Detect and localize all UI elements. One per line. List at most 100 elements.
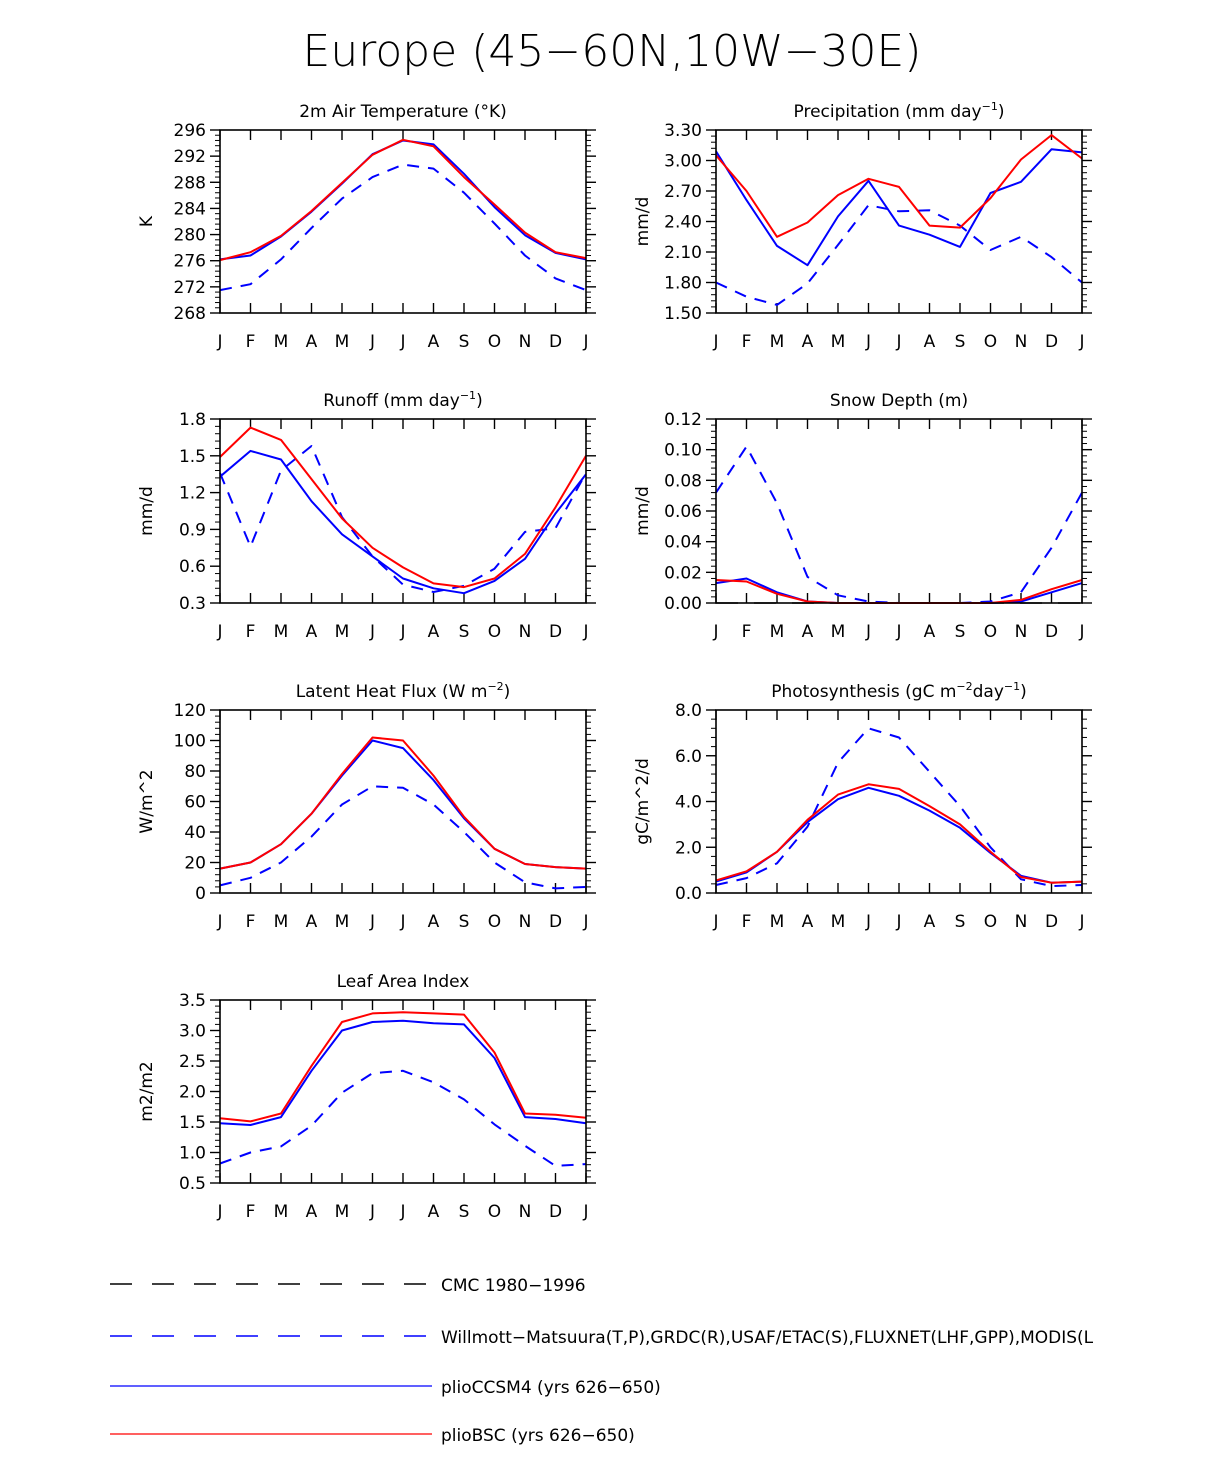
- y-axis-label: m2/m2: [137, 1061, 157, 1121]
- panel-title: Leaf Area Index: [337, 972, 470, 992]
- x-tick-label: J: [216, 912, 222, 932]
- x-tick-label: A: [802, 332, 814, 352]
- x-tick-label: M: [335, 622, 350, 642]
- series-line-plioBSC: [715, 783, 1083, 884]
- plot-frame: [715, 709, 1083, 894]
- y-tick-label: 120: [174, 701, 206, 721]
- series-line-plioBSC: [219, 736, 587, 870]
- legend-label: plioBSC (yrs 626−650): [441, 1426, 635, 1446]
- series-line-plioCCSM4: [715, 786, 1083, 884]
- x-tick-label: J: [1078, 912, 1084, 932]
- y-tick-label: 0.02: [664, 563, 702, 583]
- x-tick-label: J: [712, 622, 718, 642]
- x-tick-label: M: [770, 912, 785, 932]
- y-tick-label: 60: [184, 793, 206, 813]
- y-tick-label: 0.08: [664, 471, 702, 491]
- x-tick-label: D: [549, 332, 562, 352]
- x-tick-label: S: [459, 1202, 470, 1222]
- y-tick-label: 276: [174, 252, 206, 272]
- y-tick-label: 100: [174, 732, 206, 752]
- x-tick-label: N: [519, 912, 532, 932]
- x-tick-label: J: [582, 912, 588, 932]
- x-tick-label: N: [1015, 912, 1028, 932]
- x-tick-label: N: [1015, 622, 1028, 642]
- y-tick-label: 3.30: [664, 121, 702, 141]
- x-tick-label: J: [895, 622, 901, 642]
- x-tick-label: J: [712, 912, 718, 932]
- chart-panel-5: Latent Heat Flux (W m−2​) W/m^2 0 20 40 60 80 1…: [137, 680, 596, 932]
- series-line-plioCCSM4: [219, 739, 587, 870]
- plot-frame: [219, 418, 587, 604]
- x-tick-label: A: [924, 332, 936, 352]
- series-line-obs: [219, 1069, 587, 1167]
- x-tick-label: M: [831, 912, 846, 932]
- x-tick-label: F: [246, 332, 256, 352]
- y-tick-label: 20: [184, 854, 206, 874]
- y-tick-label: 0.3: [179, 594, 206, 614]
- panel-title: Photosynthesis (gC m−2​day−1​): [771, 680, 1027, 702]
- x-tick-label: M: [831, 622, 846, 642]
- x-tick-label: O: [984, 622, 997, 642]
- x-tick-label: J: [399, 332, 405, 352]
- x-tick-label: O: [488, 1202, 501, 1222]
- series-line-plioBSC: [219, 1011, 587, 1123]
- x-tick-label: J: [216, 622, 222, 642]
- x-tick-label: M: [274, 332, 289, 352]
- x-tick-label: M: [335, 1202, 350, 1222]
- x-tick-label: A: [924, 912, 936, 932]
- series-line-plioBSC: [219, 426, 587, 589]
- panel-title: Runoff (mm day−1​): [323, 389, 482, 411]
- x-tick-label: A: [428, 332, 440, 352]
- x-tick-label: F: [742, 622, 752, 642]
- x-tick-label: J: [582, 1202, 588, 1222]
- series-line-obs: [715, 727, 1083, 888]
- x-tick-label: F: [742, 332, 752, 352]
- y-axis-label: gC/m^2/d: [633, 758, 653, 845]
- x-tick-label: A: [924, 622, 936, 642]
- x-tick-label: J: [1078, 332, 1084, 352]
- y-tick-label: 0.00: [664, 594, 702, 614]
- y-tick-label: 3.5: [179, 991, 206, 1011]
- y-tick-label: 288: [174, 173, 206, 193]
- y-tick-label: 0.6: [179, 557, 206, 577]
- y-axis-label: W/m^2: [137, 769, 157, 833]
- chart-panel-3: Runoff (mm day−1​) mm/d 0.3 0.6 0.9 1.2 1.5 1.8…: [137, 389, 596, 642]
- x-tick-label: M: [274, 622, 289, 642]
- series-line-obs: [219, 163, 587, 292]
- x-tick-label: J: [216, 1202, 222, 1222]
- x-tick-label: A: [428, 912, 440, 932]
- legend-item-obs: Willmott−Matsuura(T,P),GRDC(R),USAF/ETAC…: [110, 1328, 1094, 1348]
- x-tick-label: A: [428, 622, 440, 642]
- y-tick-label: 0.10: [664, 441, 702, 461]
- x-tick-label: A: [428, 1202, 440, 1222]
- y-tick-label: 1.80: [664, 274, 702, 294]
- x-tick-label: D: [549, 622, 562, 642]
- y-tick-label: 0.12: [664, 410, 702, 430]
- x-tick-label: F: [246, 1202, 256, 1222]
- y-tick-label: 1.2: [179, 484, 206, 504]
- y-tick-label: 2.40: [664, 213, 702, 233]
- x-tick-label: A: [802, 912, 814, 932]
- y-tick-label: 296: [174, 121, 206, 141]
- x-tick-label: J: [369, 912, 375, 932]
- chart-panel-1: 2m Air Temperature (°K) K 268 272 276 280 284 2…: [137, 102, 596, 352]
- y-tick-label: 280: [174, 226, 206, 246]
- x-tick-label: J: [712, 332, 718, 352]
- plot-frame: [219, 709, 587, 894]
- series-line-plioCCSM4: [219, 1019, 587, 1126]
- y-tick-label: 2.10: [664, 243, 702, 263]
- plot-frame: [715, 129, 1083, 314]
- x-tick-label: F: [742, 912, 752, 932]
- y-tick-label: 284: [174, 199, 206, 219]
- legend-item-cmc: CMC 1980−1996: [110, 1276, 586, 1296]
- x-tick-label: F: [246, 912, 256, 932]
- x-tick-label: M: [274, 912, 289, 932]
- x-tick-label: J: [216, 332, 222, 352]
- y-tick-label: 268: [174, 304, 206, 324]
- x-tick-label: J: [399, 622, 405, 642]
- x-tick-label: J: [369, 1202, 375, 1222]
- x-tick-label: M: [770, 622, 785, 642]
- y-tick-label: 272: [174, 278, 206, 298]
- x-tick-label: J: [865, 622, 871, 642]
- chart-panel-7: Leaf Area Index m2/m2 0.5 1.0 1.5 2.0 2.5 3.0 3.…: [137, 972, 596, 1222]
